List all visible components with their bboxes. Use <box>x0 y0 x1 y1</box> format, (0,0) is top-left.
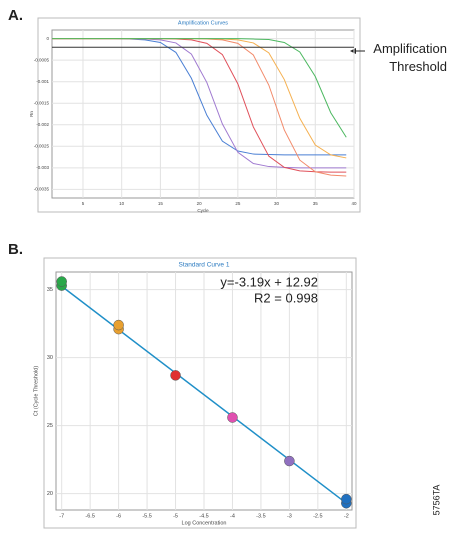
panel-frame <box>37 17 361 213</box>
x-tick-label: 30 <box>274 201 280 206</box>
y-tick-label: -0.0005 <box>34 57 50 62</box>
x-axis-label: Log Concentration <box>182 520 227 526</box>
panel-label: B. <box>8 241 23 258</box>
point <box>227 412 238 423</box>
point <box>56 276 67 287</box>
point <box>170 370 181 381</box>
panel-frame <box>43 257 357 529</box>
plot-area <box>51 29 355 199</box>
x-tick-label: -6 <box>116 513 121 519</box>
x-tick-label: -2 <box>344 513 349 519</box>
y-tick-label: 35 <box>47 287 53 293</box>
x-tick-label: -6.5 <box>85 513 94 519</box>
y-tick-label: 25 <box>47 423 53 429</box>
annotation: Amplification Threshold <box>373 41 447 74</box>
y-tick-label: -0.002 <box>36 122 49 127</box>
point <box>284 455 295 467</box>
point <box>113 319 124 331</box>
chart-title: Amplification Curves <box>178 20 228 26</box>
x-tick-label: -5.5 <box>142 513 151 519</box>
curve <box>52 38 347 138</box>
chart-title: Standard Curve 1 <box>179 262 230 269</box>
y-axis-label: Ct (Cycle Threshold) <box>33 366 39 416</box>
y-tick-label: -0.0035 <box>34 187 50 192</box>
y-tick-label: 30 <box>47 355 53 361</box>
x-tick-label: 5 <box>82 201 85 206</box>
y-tick-label: -0.0015 <box>34 100 50 105</box>
x-tick-label: -2.5 <box>313 513 322 519</box>
x-tick-label: -3.5 <box>256 513 265 519</box>
panel-label: A. <box>8 7 23 24</box>
x-tick-label: 20 <box>197 201 203 206</box>
equation: y=-3.19x + 12.92 <box>220 274 318 289</box>
x-tick-label: 15 <box>158 201 164 206</box>
y-axis-label: Rn <box>29 111 34 117</box>
x-tick-label: 10 <box>119 201 125 206</box>
y-tick-label: -0.0025 <box>34 143 50 148</box>
x-axis-label: Cycle <box>197 208 209 213</box>
x-tick-label: 35 <box>313 201 319 206</box>
y-tick-label: -0.001 <box>36 79 49 84</box>
x-tick-label: 25 <box>235 201 241 206</box>
equation: R2 = 0.998 <box>254 290 318 305</box>
x-tick-label: 40 <box>351 201 357 206</box>
x-tick-label: -4 <box>230 513 235 519</box>
side-note: 5756TA <box>431 485 441 516</box>
point <box>341 493 352 505</box>
y-tick-label: 0 <box>46 36 49 41</box>
y-tick-label: 20 <box>47 491 53 497</box>
x-tick-label: -3 <box>287 513 292 519</box>
x-tick-label: -5 <box>173 513 178 519</box>
fit-line <box>61 285 347 504</box>
x-tick-label: -7 <box>59 513 64 519</box>
y-tick-label: -0.003 <box>36 165 49 170</box>
x-tick-label: -4.5 <box>199 513 208 519</box>
